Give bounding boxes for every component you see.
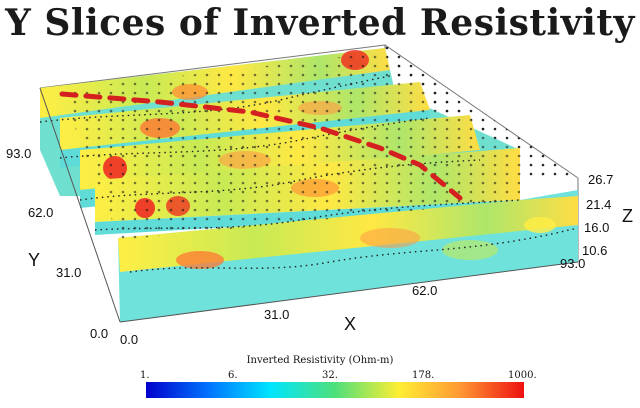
- y-tick-62: 62.0: [28, 205, 54, 220]
- x-axis-label: X: [344, 314, 357, 334]
- top-dotted-plane: [385, 45, 578, 180]
- z-tick-26-7: 26.7: [588, 172, 614, 187]
- x-tick-0: 0.0: [120, 332, 139, 347]
- z-axis-label: Z: [622, 206, 633, 226]
- y-axis-label: Y: [28, 250, 41, 270]
- colorbar-tick-32: 32.: [322, 370, 338, 381]
- contour-lines: [39, 75, 579, 273]
- colorbar-tick-6: 6.: [228, 370, 238, 381]
- z-tick-21-4: 21.4: [586, 197, 612, 212]
- x-tick-62: 62.0: [412, 283, 438, 298]
- colorbar-tick-178: 178.: [412, 370, 435, 381]
- slice-5-front: [118, 190, 578, 322]
- y-tick-93: 93.0: [6, 146, 32, 161]
- z-tick-16-0: 16.0: [584, 220, 610, 235]
- grid-dots: [60, 52, 520, 240]
- trend-line: [59, 91, 463, 201]
- x-tick-31: 31.0: [264, 307, 290, 322]
- x-tick-93: 93.0: [560, 256, 586, 271]
- colorbar-tick-1000: 1000.: [508, 370, 537, 381]
- y-tick-0: 0.0: [90, 326, 109, 341]
- colorbar-title: Inverted Resistivity (Ohm-m): [246, 355, 394, 366]
- z-tick-10-6: 10.6: [582, 243, 608, 258]
- page-title: Y Slices of Inverted Resistivity: [5, 2, 635, 44]
- colorbar: [146, 382, 524, 398]
- front-edges: [39, 87, 579, 323]
- colorbar-tick-1: 1.: [140, 370, 150, 381]
- y-tick-31: 31.0: [56, 265, 82, 280]
